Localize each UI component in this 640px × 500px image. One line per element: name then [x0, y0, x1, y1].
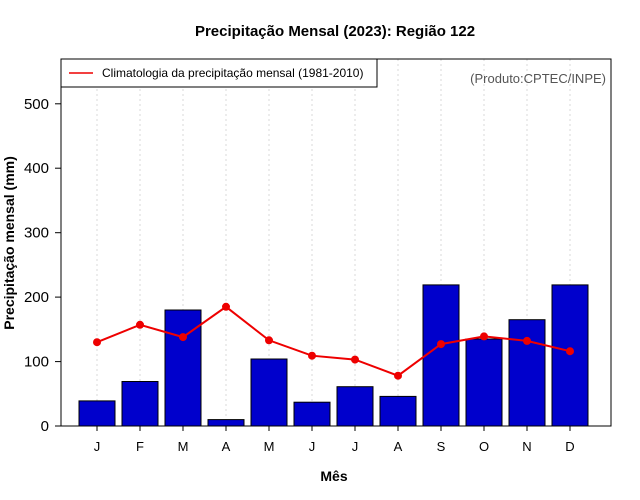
climatology-point	[136, 320, 144, 329]
x-axis-label: Mês	[320, 468, 347, 484]
climatology-polyline	[96, 305, 571, 377]
climatology-point	[523, 336, 531, 345]
climatology-point	[222, 302, 230, 311]
y-tick-label: 300	[24, 225, 49, 242]
climatology-point	[351, 355, 359, 364]
climatology-point	[265, 336, 273, 345]
x-tick-label: A	[222, 439, 231, 454]
climatology-point	[394, 371, 402, 380]
climatology-line	[93, 302, 574, 380]
x-tick-label: J	[309, 439, 316, 454]
climatology-point	[179, 333, 187, 342]
climatology-point	[308, 351, 316, 360]
x-tick-label: F	[136, 439, 144, 454]
bar-A	[207, 419, 245, 427]
climatology-point	[566, 347, 574, 356]
x-tick-label: N	[522, 439, 531, 454]
y-tick-label: 200	[24, 289, 49, 306]
bar-J	[293, 401, 331, 427]
x-tick-label: J	[94, 439, 101, 454]
x-tick-label: D	[565, 439, 574, 454]
y-tick-label: 400	[24, 160, 49, 177]
y-tick-label: 0	[41, 418, 49, 435]
bar-J	[336, 386, 374, 427]
x-tick-label: J	[352, 439, 359, 454]
x-tick-label: S	[437, 439, 446, 454]
bar-F	[121, 381, 159, 427]
legend-box	[60, 58, 378, 88]
bar-S	[422, 284, 460, 427]
x-tick-label: O	[479, 439, 489, 454]
bar-O	[465, 338, 503, 427]
legend: Climatologia da precipitação mensal (198…	[60, 58, 378, 88]
bar-A	[379, 395, 417, 427]
y-axis: 0 100 200 300 400 500	[24, 96, 61, 435]
climatology-point	[437, 340, 445, 349]
chart-title: Precipitação Mensal (2023): Região 122	[195, 23, 475, 40]
climatology-point	[480, 332, 488, 341]
legend-label: Climatologia da precipitação mensal (198…	[102, 66, 363, 80]
bar-D	[551, 284, 589, 427]
bar-N	[508, 319, 546, 427]
y-axis-label: Precipitação mensal (mm)	[1, 156, 17, 330]
bar-M	[250, 358, 288, 427]
x-tick-label: A	[394, 439, 403, 454]
y-tick-label: 100	[24, 354, 49, 371]
x-tick-label: M	[178, 439, 189, 454]
bar-J	[78, 400, 116, 427]
credit-annotation: (Produto:CPTEC/INPE)	[470, 71, 606, 86]
y-tick-label: 500	[24, 96, 49, 113]
x-tick-label: M	[264, 439, 275, 454]
climatology-point	[93, 338, 101, 347]
